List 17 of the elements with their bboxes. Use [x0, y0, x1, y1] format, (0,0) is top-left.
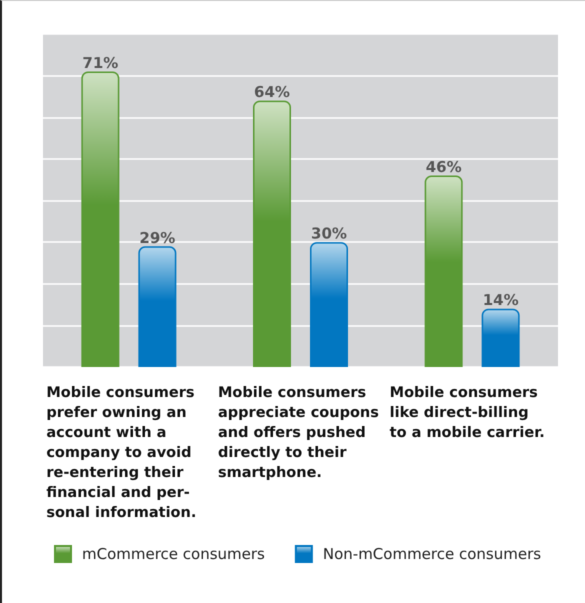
bar — [81, 71, 120, 367]
x-tick-label: Mobile consumers appreciate coupons and offers pushed directly to their smartphone. — [218, 385, 379, 481]
bar — [424, 176, 463, 367]
data-label: 14% — [482, 291, 519, 310]
bar — [482, 308, 520, 367]
legend-label: Non-mCommerce consumers — [322, 545, 542, 563]
x-tick-label: Mobile consumers like direct-billing to a mobile carrier. — [390, 385, 545, 441]
bar — [310, 242, 348, 367]
bar — [138, 246, 176, 367]
data-label: 46% — [426, 158, 462, 176]
bar — [253, 100, 291, 367]
data-label: 29% — [139, 228, 176, 247]
data-label: 64% — [254, 83, 290, 102]
data-label: 71% — [82, 54, 118, 72]
data-label: 30% — [311, 224, 347, 243]
legend-label: mCommerce consumers — [82, 545, 266, 563]
x-tick-label: Mobile consumers prefer owning an account with a company to avoid re-entering their financial and per- sonal information. — [46, 385, 196, 521]
